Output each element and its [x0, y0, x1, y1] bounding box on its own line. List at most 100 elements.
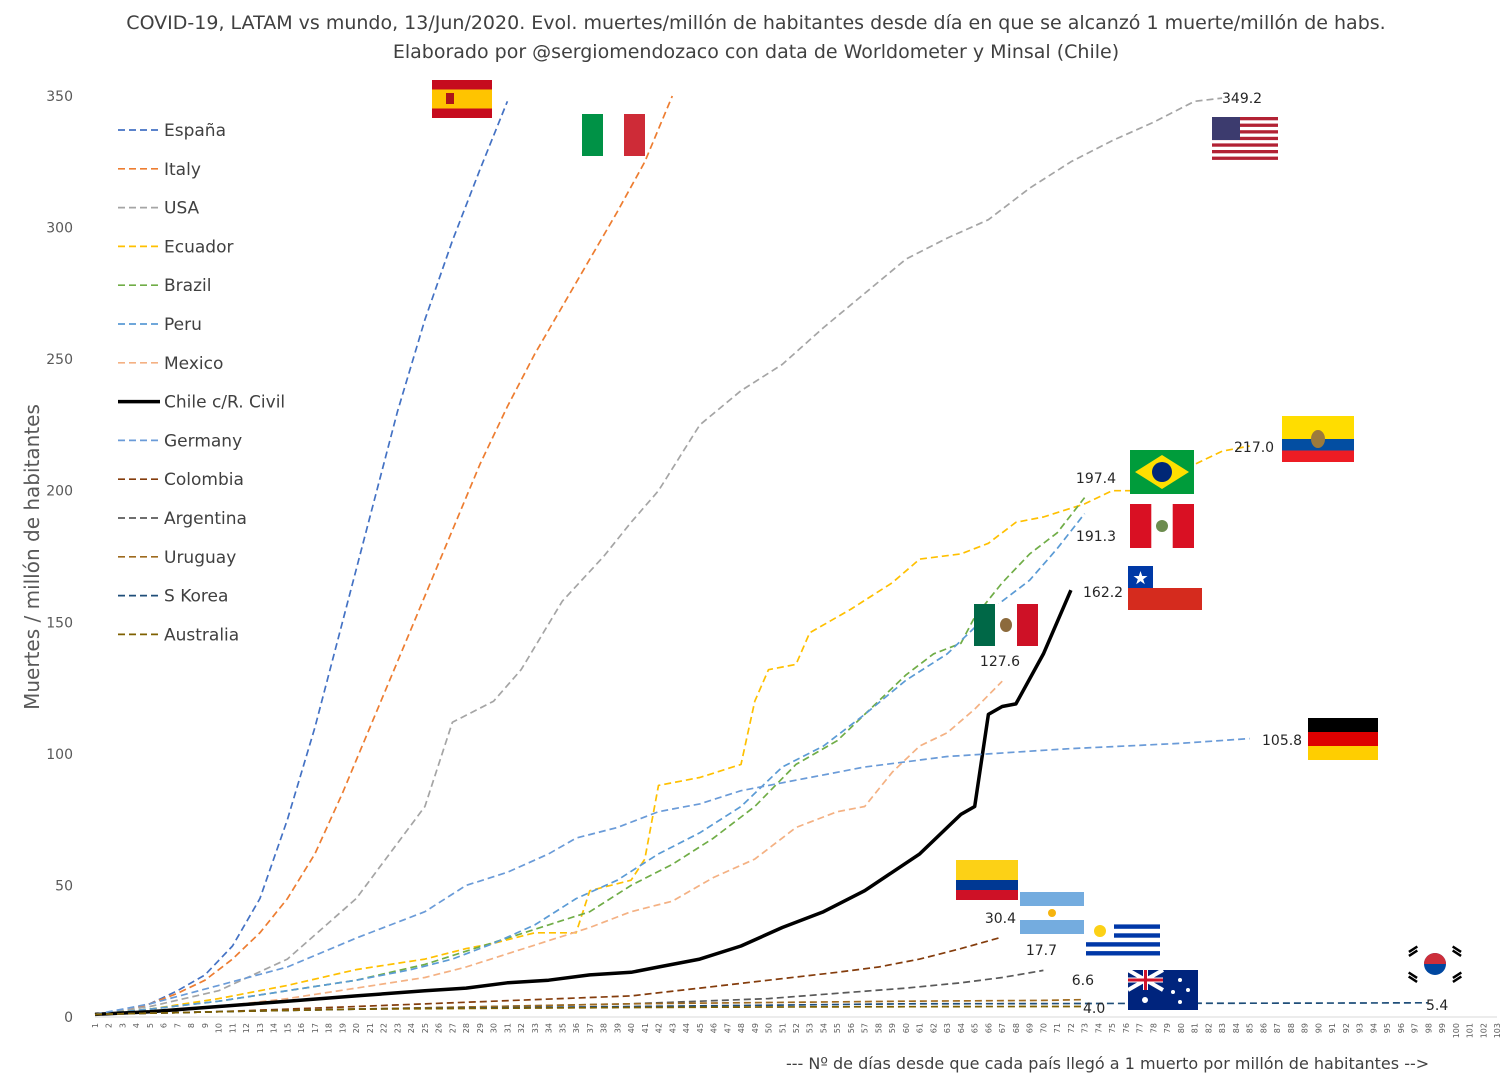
- x-tick-label: 44: [682, 1023, 691, 1033]
- x-tick-label: 80: [1177, 1023, 1186, 1033]
- germany-flag-icon: [1308, 718, 1378, 760]
- series-line-chile-c-r-civil: [94, 589, 1073, 1017]
- x-tick-label: 29: [476, 1023, 485, 1033]
- y-tick-label: 250: [46, 352, 73, 368]
- x-tick-label: 37: [586, 1023, 595, 1033]
- chart-subtitle: Elaborado por @sergiomendozaco con data …: [392, 41, 1120, 63]
- end-label-brazil: 197.4: [1076, 471, 1116, 487]
- peru-flag-icon: [1130, 504, 1194, 548]
- series-line-australia: [94, 1005, 1085, 1016]
- end-label-peru: 191.3: [1076, 529, 1116, 545]
- colombia-flag-icon: [956, 860, 1018, 900]
- x-tick-label: 49: [751, 1023, 760, 1033]
- x-tick-label: 95: [1383, 1023, 1392, 1033]
- x-tick-label: 23: [393, 1023, 402, 1033]
- legend-label-brazil: Brazil: [164, 276, 211, 296]
- x-tick-label: 58: [874, 1023, 883, 1033]
- x-tick-label: 54: [819, 1023, 828, 1033]
- x-tick-label: 66: [984, 1023, 993, 1033]
- legend-label-espana: España: [164, 121, 226, 141]
- legend-label-australia: Australia: [164, 625, 239, 645]
- y-tick-label: 200: [46, 484, 73, 500]
- x-tick-label: 63: [943, 1023, 952, 1033]
- legend-label-argentina: Argentina: [164, 509, 247, 529]
- x-tick-label: 11: [228, 1023, 237, 1033]
- x-tick-label: 64: [957, 1023, 966, 1033]
- x-tick-label: 25: [421, 1023, 430, 1033]
- flags-layer: [432, 80, 1468, 1010]
- series-line-brazil: [94, 497, 1086, 1016]
- x-tick-label: 69: [1026, 1023, 1035, 1033]
- x-tick-label: 89: [1301, 1023, 1310, 1033]
- x-tick-label: 5: [146, 1023, 155, 1028]
- legend-label-germany: Germany: [164, 431, 242, 451]
- x-tick-label: 65: [971, 1023, 980, 1033]
- x-tick-label: 61: [916, 1023, 925, 1033]
- x-tick-label: 20: [352, 1023, 361, 1033]
- chart-title: COVID-19, LATAM vs mundo, 13/Jun/2020. E…: [126, 12, 1386, 34]
- x-tick-label: 35: [558, 1023, 567, 1033]
- end-label-chile-c-r-civil: 162.2: [1083, 585, 1123, 601]
- korea-flag-icon: [1402, 942, 1468, 986]
- x-tick-label: 13: [256, 1023, 265, 1033]
- x-tick-label: 102: [1479, 1023, 1488, 1038]
- series-layer: 349.2 217.0 197.4 191.3 127.6 162.2 105.8 30.4 1…: [94, 91, 1448, 1017]
- y-tick-label: 50: [55, 878, 73, 894]
- legend-label-italy: Italy: [164, 160, 201, 180]
- legend-label-usa: USA: [164, 199, 200, 219]
- x-tick-label: 79: [1163, 1023, 1172, 1033]
- x-tick-label: 12: [242, 1023, 251, 1033]
- legend-label-s-korea: S Korea: [164, 587, 228, 607]
- x-tick-label: 50: [765, 1023, 774, 1033]
- x-tick-label: 27: [448, 1023, 457, 1033]
- x-tick-label: 74: [1094, 1023, 1103, 1033]
- end-label-colombia: 30.4: [985, 911, 1016, 927]
- legend-label-ecuador: Ecuador: [164, 237, 233, 257]
- italy-flag-icon: [582, 114, 645, 156]
- x-tick-label: 75: [1108, 1023, 1117, 1033]
- x-tick-label: 98: [1424, 1023, 1433, 1033]
- x-tick-label: 91: [1328, 1023, 1337, 1033]
- y-tick-label: 150: [46, 615, 73, 631]
- x-tick-label: 53: [806, 1023, 815, 1033]
- x-tick-label: 45: [696, 1023, 705, 1033]
- x-tick-label: 72: [1067, 1023, 1076, 1033]
- x-tick-label: 41: [641, 1023, 650, 1033]
- x-tick-label: 96: [1397, 1023, 1406, 1033]
- series-line-germany: [94, 737, 1250, 1016]
- x-tick-label: 93: [1356, 1023, 1365, 1033]
- x-tick-label: 26: [435, 1023, 444, 1033]
- brazil-flag-icon: [1130, 450, 1194, 494]
- y-tick-label: 100: [46, 747, 73, 763]
- end-label-mexico: 127.6: [980, 654, 1020, 670]
- series-line-espana: [94, 100, 509, 1016]
- x-tick-label: 28: [462, 1023, 471, 1033]
- x-tick-label: 76: [1122, 1023, 1131, 1033]
- x-tick-label: 77: [1136, 1023, 1145, 1033]
- x-tick-label: 46: [710, 1023, 719, 1033]
- x-tick-label: 3: [118, 1023, 127, 1028]
- usa-flag-icon: [1212, 117, 1278, 160]
- x-tick-label: 97: [1411, 1023, 1420, 1033]
- x-tick-label: 18: [325, 1023, 334, 1033]
- series-line-usa: [94, 97, 1223, 1016]
- series-line-peru: [94, 513, 1086, 1016]
- x-tick-label: 59: [888, 1023, 897, 1033]
- x-tick-label: 6: [160, 1023, 169, 1028]
- y-tick-label: 0: [64, 1010, 73, 1026]
- x-tick-label: 51: [778, 1023, 787, 1033]
- end-label-argentina: 17.7: [1026, 943, 1057, 959]
- end-label-uruguay: 6.6: [1072, 973, 1094, 989]
- x-tick-label: 43: [668, 1023, 677, 1033]
- series-line-ecuador: [94, 445, 1250, 1016]
- uruguay-flag-icon: [1086, 920, 1160, 960]
- series-line-colombia: [94, 936, 1003, 1016]
- x-tick-label: 9: [201, 1023, 210, 1028]
- x-tick-label: 55: [833, 1023, 842, 1033]
- x-tick-label: 88: [1287, 1023, 1296, 1033]
- x-tick-label: 10: [215, 1023, 224, 1033]
- x-tick-label: 47: [723, 1023, 732, 1033]
- mexico-flag-icon: [974, 604, 1038, 646]
- x-tick-label: 8: [187, 1023, 196, 1028]
